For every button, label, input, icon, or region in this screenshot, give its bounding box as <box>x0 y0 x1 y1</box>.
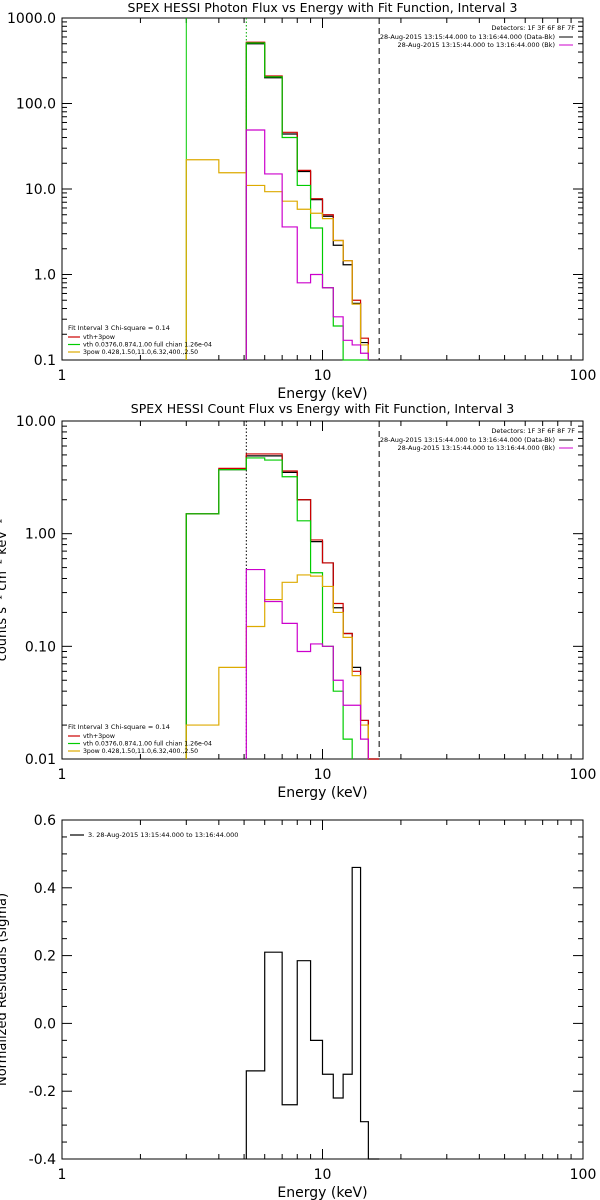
legend: Fit Interval 3 Chi-square = 0.14 vth+3pow… <box>68 324 212 356</box>
y-axis: -0.4 -0.2 0.0 0.2 0.4 0.6 <box>29 813 583 1168</box>
y-axis: 0.1 1.0 10.0 100.0 1000.0 <box>7 11 583 369</box>
x-tick-label: 100 <box>570 368 597 384</box>
series-3-line <box>245 42 369 361</box>
legend-title: Fit Interval 3 Chi-square = 0.14 <box>68 723 170 731</box>
x-axis: 1 10 100 <box>58 18 597 384</box>
time-range-bk: 28-Aug-2015 13:15:44.000 to 13:16:44.000… <box>398 444 555 452</box>
time-range-data: 28-Aug-2015 13:15:44.000 to 13:16:44.000… <box>380 436 555 444</box>
legend-title: Fit Interval 3 Chi-square = 0.14 <box>68 324 170 332</box>
series-4-line <box>185 574 369 759</box>
y-tick-label: 1.00 <box>25 527 56 543</box>
legend-entry-label: vth 0.0376,0.874,1.00 full chian 1.26e-0… <box>83 342 212 349</box>
detectors-label: Detectors: 1F 3F 6F 8F 7F <box>491 427 575 435</box>
chart-2: 1 10 100 Energy (keV) 0.01 0.10 1.00 10.00 count… <box>0 401 596 801</box>
legend-entry-label: 3pow 0.428,1.50,11.0,6.32,400.,2.50 <box>83 748 198 755</box>
y-tick-label: 0.10 <box>25 639 56 655</box>
legend-entry-label: 3pow 0.428,1.50,11.0,6.32,400.,2.50 <box>83 349 198 356</box>
y-tick-label: 1000.0 <box>7 11 56 27</box>
legend-entry-label: vth+3pow <box>83 334 115 341</box>
chart-1: 1 10 100 Energy (keV) 0.1 1.0 10.0 100.0 1000.0 S… <box>7 0 596 402</box>
series-1-line <box>245 43 369 360</box>
chart-title: SPEX HESSI Count Flux vs Energy with Fit… <box>131 401 514 416</box>
series-1-line <box>245 866 380 1160</box>
plot-frame <box>61 17 584 361</box>
series-5-line <box>245 568 369 759</box>
y-tick-label: 0.2 <box>34 949 56 965</box>
legend-entry-label: vth+3pow <box>83 733 115 740</box>
y-tick-label: 0.1 <box>34 353 56 369</box>
series-group <box>185 453 380 760</box>
y-axis-label: Normalized Residuals (sigma) <box>0 893 10 1086</box>
plot-frame <box>61 819 584 1160</box>
y-axis-label: counts s⁻¹ cm⁻² keV⁻¹ <box>0 519 10 662</box>
y-tick-label: 10.00 <box>16 414 56 430</box>
series-4-line <box>185 159 369 360</box>
x-axis-label: Energy (keV) <box>277 1185 367 1200</box>
x-tick-label: 1 <box>58 368 67 384</box>
time-range-bk: 28-Aug-2015 13:15:44.000 to 13:16:44.000… <box>398 41 555 49</box>
series-5-line <box>245 129 369 360</box>
y-tick-label: -0.2 <box>29 1084 56 1100</box>
y-tick-label: 0.0 <box>34 1016 56 1032</box>
chart-3: 1 10 100 Energy (keV) -0.4 -0.2 0.0 0.2 0.4 0.6 No… <box>0 813 596 1200</box>
time-range-data: 28-Aug-2015 13:15:44.000 to 13:16:44.000… <box>380 33 555 41</box>
x-tick-label: 10 <box>314 767 332 783</box>
x-tick-label: 1 <box>58 767 67 783</box>
legend-entry-label: vth 0.0376,0.874,1.00 full chian 1.26e-0… <box>83 741 212 748</box>
y-tick-label: 100.0 <box>16 97 56 113</box>
series-3-line <box>185 457 353 759</box>
chart-title: SPEX HESSI Photon Flux vs Energy with Fi… <box>128 0 518 15</box>
series-group <box>245 866 380 1160</box>
x-tick-label: 100 <box>570 767 597 783</box>
x-tick-label: 10 <box>314 368 332 384</box>
detectors-label: Detectors: 1F 3F 6F 8F 7F <box>491 24 575 32</box>
y-tick-label: 0.6 <box>34 813 56 829</box>
x-tick-label: 100 <box>570 1167 597 1183</box>
y-tick-label: -0.4 <box>29 1152 56 1168</box>
x-tick-label: 10 <box>314 1167 332 1183</box>
x-axis: 1 10 100 <box>58 820 597 1183</box>
series-group <box>185 41 369 361</box>
x-axis-label: Energy (keV) <box>277 386 367 402</box>
series-2-line <box>245 41 369 360</box>
y-tick-label: 0.01 <box>25 752 56 768</box>
legend-entry-label: 3. 28-Aug-2015 13:15:44.000 to 13:16:44.… <box>88 831 238 839</box>
y-tick-label: 10.0 <box>25 182 56 198</box>
y-axis: 0.01 0.10 1.00 10.00 <box>16 414 583 768</box>
legend: Fit Interval 3 Chi-square = 0.14 vth+3pow… <box>68 723 212 755</box>
legend: 3. 28-Aug-2015 13:15:44.000 to 13:16:44.… <box>70 831 238 839</box>
y-tick-label: 1.0 <box>34 268 56 284</box>
x-axis-label: Energy (keV) <box>277 785 367 801</box>
y-tick-label: 0.4 <box>34 881 56 897</box>
x-axis: 1 10 100 <box>58 421 597 783</box>
x-tick-label: 1 <box>58 1167 67 1183</box>
